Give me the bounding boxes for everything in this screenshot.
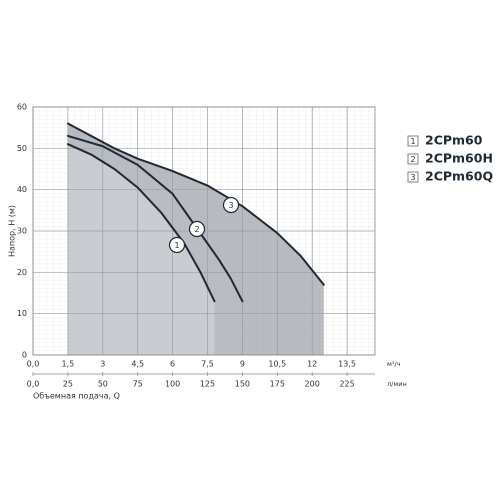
x2-tick-label: 100 xyxy=(165,380,180,389)
x-tick-label: 7,5 xyxy=(201,360,214,369)
x2-tick-label: 0,0 xyxy=(27,380,40,389)
x2-unit: л/мин xyxy=(387,380,407,388)
legend-number: 3 xyxy=(410,173,415,182)
y-tick-label: 0 xyxy=(22,351,27,360)
curve-label: 3 xyxy=(228,201,233,210)
area xyxy=(67,144,215,355)
x-tick-label: 9 xyxy=(240,360,245,369)
x-label: Объемная подача, Q xyxy=(33,392,120,401)
curve-label-circle xyxy=(188,220,206,238)
x2-tick-label: 200 xyxy=(305,380,320,389)
x2-tick-label: 75 xyxy=(133,380,143,389)
legend-box xyxy=(407,135,419,147)
y-tick-label: 30 xyxy=(17,227,27,236)
x-tick-label: 0,0 xyxy=(27,360,40,369)
x2-tick-label: 150 xyxy=(235,380,250,389)
y-label: Напор, H (м) xyxy=(8,205,17,257)
x-tick-label: 4,5 xyxy=(131,360,144,369)
curve-label-circle xyxy=(168,236,186,254)
legend-number: 1 xyxy=(410,137,415,146)
x2-tick-label: 50 xyxy=(98,380,108,389)
legend-number: 2 xyxy=(410,155,415,164)
y-tick-label: 10 xyxy=(17,309,27,318)
x-tick-label: 3 xyxy=(100,360,105,369)
legend-box xyxy=(407,171,419,183)
legend-label: 2CPm60 xyxy=(425,133,483,148)
x-tick-label: 10,5 xyxy=(268,360,286,369)
x-tick-label: 1,5 xyxy=(62,360,75,369)
x-unit: м³/ч xyxy=(387,360,401,368)
curve xyxy=(66,134,244,303)
y-tick-label: 60 xyxy=(17,103,27,112)
plot-frame xyxy=(32,106,376,356)
curve-label-circle xyxy=(222,196,240,214)
x2-tick-label: 25 xyxy=(63,380,73,389)
curve-label: 2 xyxy=(194,225,199,234)
curve-label: 1 xyxy=(174,241,179,250)
x2-tick-label: 225 xyxy=(339,380,354,389)
legend-box xyxy=(407,153,419,165)
curve xyxy=(66,122,325,286)
y-tick-label: 20 xyxy=(17,268,27,277)
x-tick-label: 12 xyxy=(307,360,317,369)
y-tick-label: 50 xyxy=(17,144,27,153)
x-tick-label: 6 xyxy=(170,360,175,369)
curve xyxy=(66,143,216,303)
legend-label: 2CPm60H xyxy=(425,151,493,166)
x2-tick-label: 175 xyxy=(270,380,285,389)
x-tick-label: 13,5 xyxy=(338,360,356,369)
legend-label: 2CPm60Q xyxy=(425,169,493,184)
y-tick-label: 40 xyxy=(17,185,27,194)
x2-tick-label: 125 xyxy=(200,380,215,389)
